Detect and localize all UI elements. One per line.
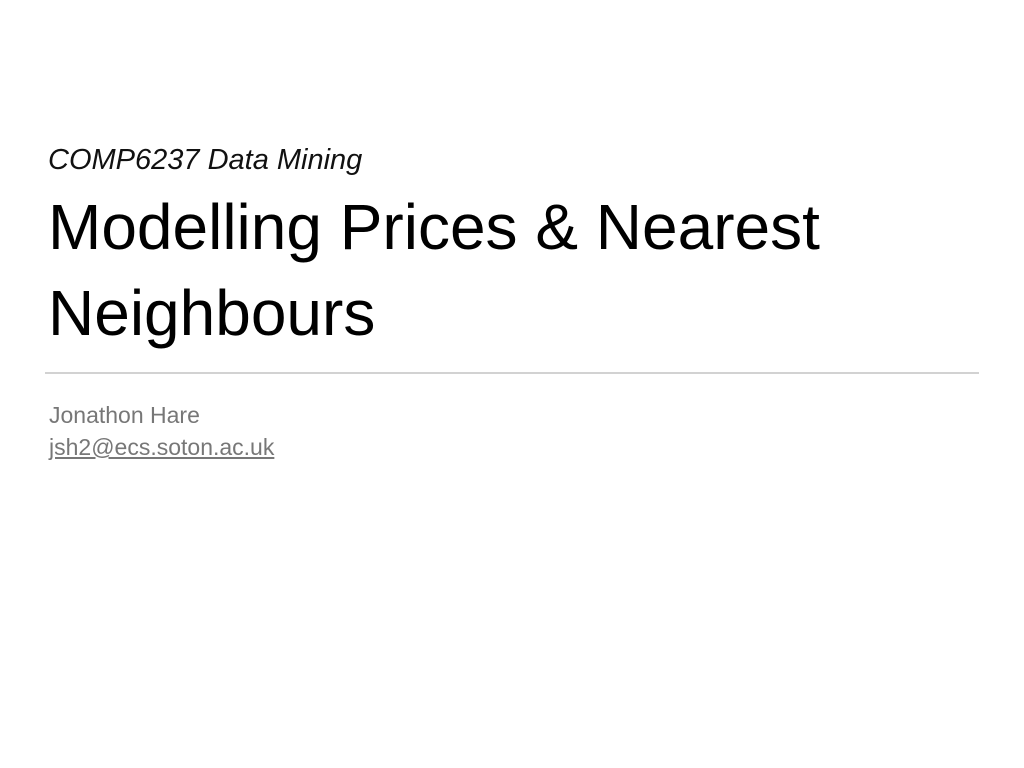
course-name: COMP6237 Data Mining <box>48 144 363 176</box>
slide-title-line-2: Neighbours <box>48 277 376 349</box>
slide-title: Modelling Prices & Nearest Neighbours <box>48 184 988 356</box>
slide-title-line-1: Modelling Prices & Nearest <box>48 191 820 263</box>
title-divider <box>45 372 979 374</box>
author-email-link[interactable]: jsh2@ecs.soton.ac.uk <box>49 434 275 460</box>
author-name: Jonathon Hare <box>49 402 200 428</box>
